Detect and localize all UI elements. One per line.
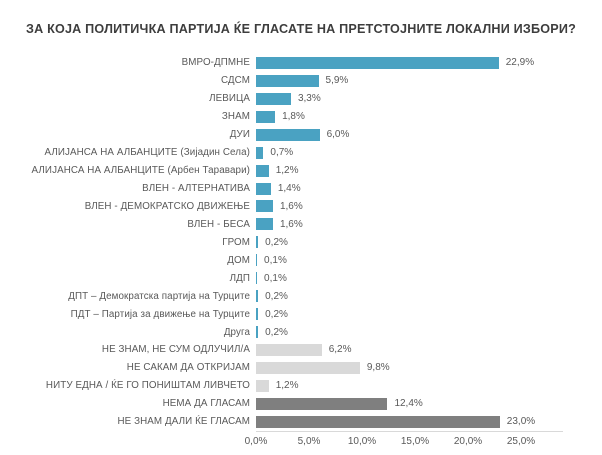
- bar: [256, 272, 258, 285]
- bar: [256, 110, 276, 123]
- bar: [256, 308, 259, 321]
- bar: [256, 92, 291, 105]
- category-label: ДОМ: [227, 254, 250, 266]
- chart-title: ЗА КОЈА ПОЛИТИЧКА ПАРТИЈА ЌЕ ГЛАСАТЕ НА …: [26, 22, 576, 36]
- bar: [256, 128, 320, 141]
- chart-row: Друга 0,2%: [0, 323, 602, 341]
- chart-row: ПДТ – Партија за движење на Турците 0,2%: [0, 305, 602, 323]
- category-label: ПДТ – Партија за движење на Турците: [70, 308, 250, 320]
- value-label: 3,3%: [297, 93, 321, 105]
- category-label: ЛЕВИЦА: [209, 93, 250, 105]
- x-tick-label: 5,0%: [297, 436, 321, 447]
- value-label: 0,1%: [264, 254, 287, 266]
- chart-row: СДСМ 5,9%: [0, 72, 602, 90]
- category-label: НИТУ ЕДНА / ЌЕ ГО ПОНИШТАМ ЛИВЧЕТО: [45, 380, 250, 392]
- bar: [256, 218, 273, 231]
- category-label: ГРОМ: [222, 236, 250, 248]
- chart-row: НЕ ЗНАМ ДАЛИ ЌЕ ГЛАСАМ 23,0%: [0, 413, 602, 431]
- category-label: ВЛЕН - БЕСА: [187, 218, 250, 230]
- category-label: ЗНАМ: [221, 111, 250, 123]
- chart-row: ЛЕВИЦА 3,3%: [0, 90, 602, 108]
- bar: [256, 254, 258, 267]
- value-label: 0,2%: [265, 236, 288, 248]
- category-label: ВМРО-ДПМНЕ: [181, 57, 250, 69]
- category-label: НЕ ЗНАМ ДАЛИ ЌЕ ГЛАСАМ: [117, 416, 250, 428]
- x-axis: 0,0% 5,0% 10,0% 15,0% 20,0% 25,0%: [0, 436, 602, 450]
- category-label: ДПТ – Демократска партија на Турците: [68, 290, 250, 302]
- value-label: 0,1%: [264, 272, 287, 284]
- bar: [256, 290, 259, 303]
- x-tick-label: 10,0%: [347, 436, 377, 447]
- bar: [256, 236, 259, 249]
- bar: [256, 343, 322, 356]
- bar: [256, 397, 388, 410]
- chart-row: НЕ САКАМ ДА ОТКРИЈАМ 9,8%: [0, 359, 602, 377]
- bar: [256, 361, 360, 374]
- category-label: АЛИЈАНСА НА АЛБАНЦИТЕ (Зијадин Села): [44, 147, 250, 159]
- value-label: 1,6%: [279, 200, 303, 212]
- x-tick-label: 15,0%: [400, 436, 430, 447]
- value-label: 5,9%: [325, 75, 349, 87]
- bar: [256, 182, 271, 195]
- category-label: ВЛЕН - ДЕМОКРАТСКО ДВИЖЕЊЕ: [84, 200, 250, 212]
- value-label: 1,2%: [275, 380, 299, 392]
- value-label: 1,6%: [279, 218, 303, 230]
- chart-row: ВМРО-ДПМНЕ 22,9%: [0, 54, 602, 72]
- chart-rows: ВМРО-ДПМНЕ 22,9% СДСМ 5,9% ЛЕВИЦА 3,3% ЗНАМ 1,8…: [0, 54, 602, 431]
- chart-row: АЛИЈАНСА НА АЛБАНЦИТЕ (Зијадин Села) 0,7%: [0, 144, 602, 162]
- chart-row: ВЛЕН - АЛТЕРНАТИВА 1,4%: [0, 180, 602, 198]
- chart-row: ВЛЕН - ДЕМОКРАТСКО ДВИЖЕЊЕ 1,6%: [0, 198, 602, 216]
- category-label: ЛДП: [229, 272, 250, 284]
- chart-row: ЗНАМ 1,8%: [0, 108, 602, 126]
- value-label: 0,2%: [265, 326, 288, 338]
- value-label: 0,2%: [265, 290, 288, 302]
- chart-row: НЕ ЗНАМ, НЕ СУМ ОДЛУЧИЛ/А 6,2%: [0, 341, 602, 359]
- bar: [256, 415, 500, 428]
- value-label: 6,2%: [328, 344, 352, 356]
- value-label: 1,8%: [282, 111, 305, 123]
- chart-row: ГРОМ 0,2%: [0, 233, 602, 251]
- value-label: 22,9%: [505, 57, 535, 69]
- value-label: 23,0%: [506, 416, 536, 428]
- value-label: 0,7%: [270, 147, 294, 159]
- category-label: ДУИ: [229, 129, 250, 141]
- category-label: НЕ САКАМ ДА ОТКРИЈАМ: [126, 362, 250, 374]
- value-label: 9,8%: [366, 362, 390, 374]
- bar: [256, 56, 499, 69]
- value-label: 1,4%: [277, 183, 301, 195]
- category-label: ВЛЕН - АЛТЕРНАТИВА: [142, 183, 250, 195]
- category-label: АЛИЈАНСА НА АЛБАНЦИТЕ (Арбен Таравари): [31, 165, 250, 177]
- x-tick-label: 25,0%: [506, 436, 536, 447]
- bar: [256, 326, 259, 339]
- bar: [256, 146, 264, 159]
- chart-row: АЛИЈАНСА НА АЛБАНЦИТЕ (Арбен Таравари) 1,…: [0, 162, 602, 180]
- bar: [256, 164, 269, 177]
- chart-row: ЛДП 0,1%: [0, 269, 602, 287]
- chart-row: ДОМ 0,1%: [0, 251, 602, 269]
- category-label: НЕМА ДА ГЛАСАМ: [162, 398, 250, 410]
- value-label: 6,0%: [326, 129, 350, 141]
- bar: [256, 200, 273, 213]
- chart-row: ДПТ – Демократска партија на Турците 0,2%: [0, 287, 602, 305]
- category-label: СДСМ: [220, 75, 250, 87]
- x-tick-label: 20,0%: [453, 436, 483, 447]
- chart-row: НИТУ ЕДНА / ЌЕ ГО ПОНИШТАМ ЛИВЧЕТО 1,2%: [0, 377, 602, 395]
- bar: [256, 74, 319, 87]
- value-label: 1,2%: [275, 165, 299, 177]
- bar: [256, 379, 269, 392]
- chart-row: НЕМА ДА ГЛАСАМ 12,4%: [0, 395, 602, 413]
- chart-row: ДУИ 6,0%: [0, 126, 602, 144]
- value-label: 0,2%: [265, 308, 288, 320]
- chart-row: ВЛЕН - БЕСА 1,6%: [0, 215, 602, 233]
- category-label: Друга: [223, 326, 250, 338]
- category-label: НЕ ЗНАМ, НЕ СУМ ОДЛУЧИЛ/А: [101, 344, 250, 356]
- value-label: 12,4%: [394, 398, 423, 410]
- x-axis-line: [256, 431, 563, 432]
- x-tick-label: 0,0%: [244, 436, 268, 447]
